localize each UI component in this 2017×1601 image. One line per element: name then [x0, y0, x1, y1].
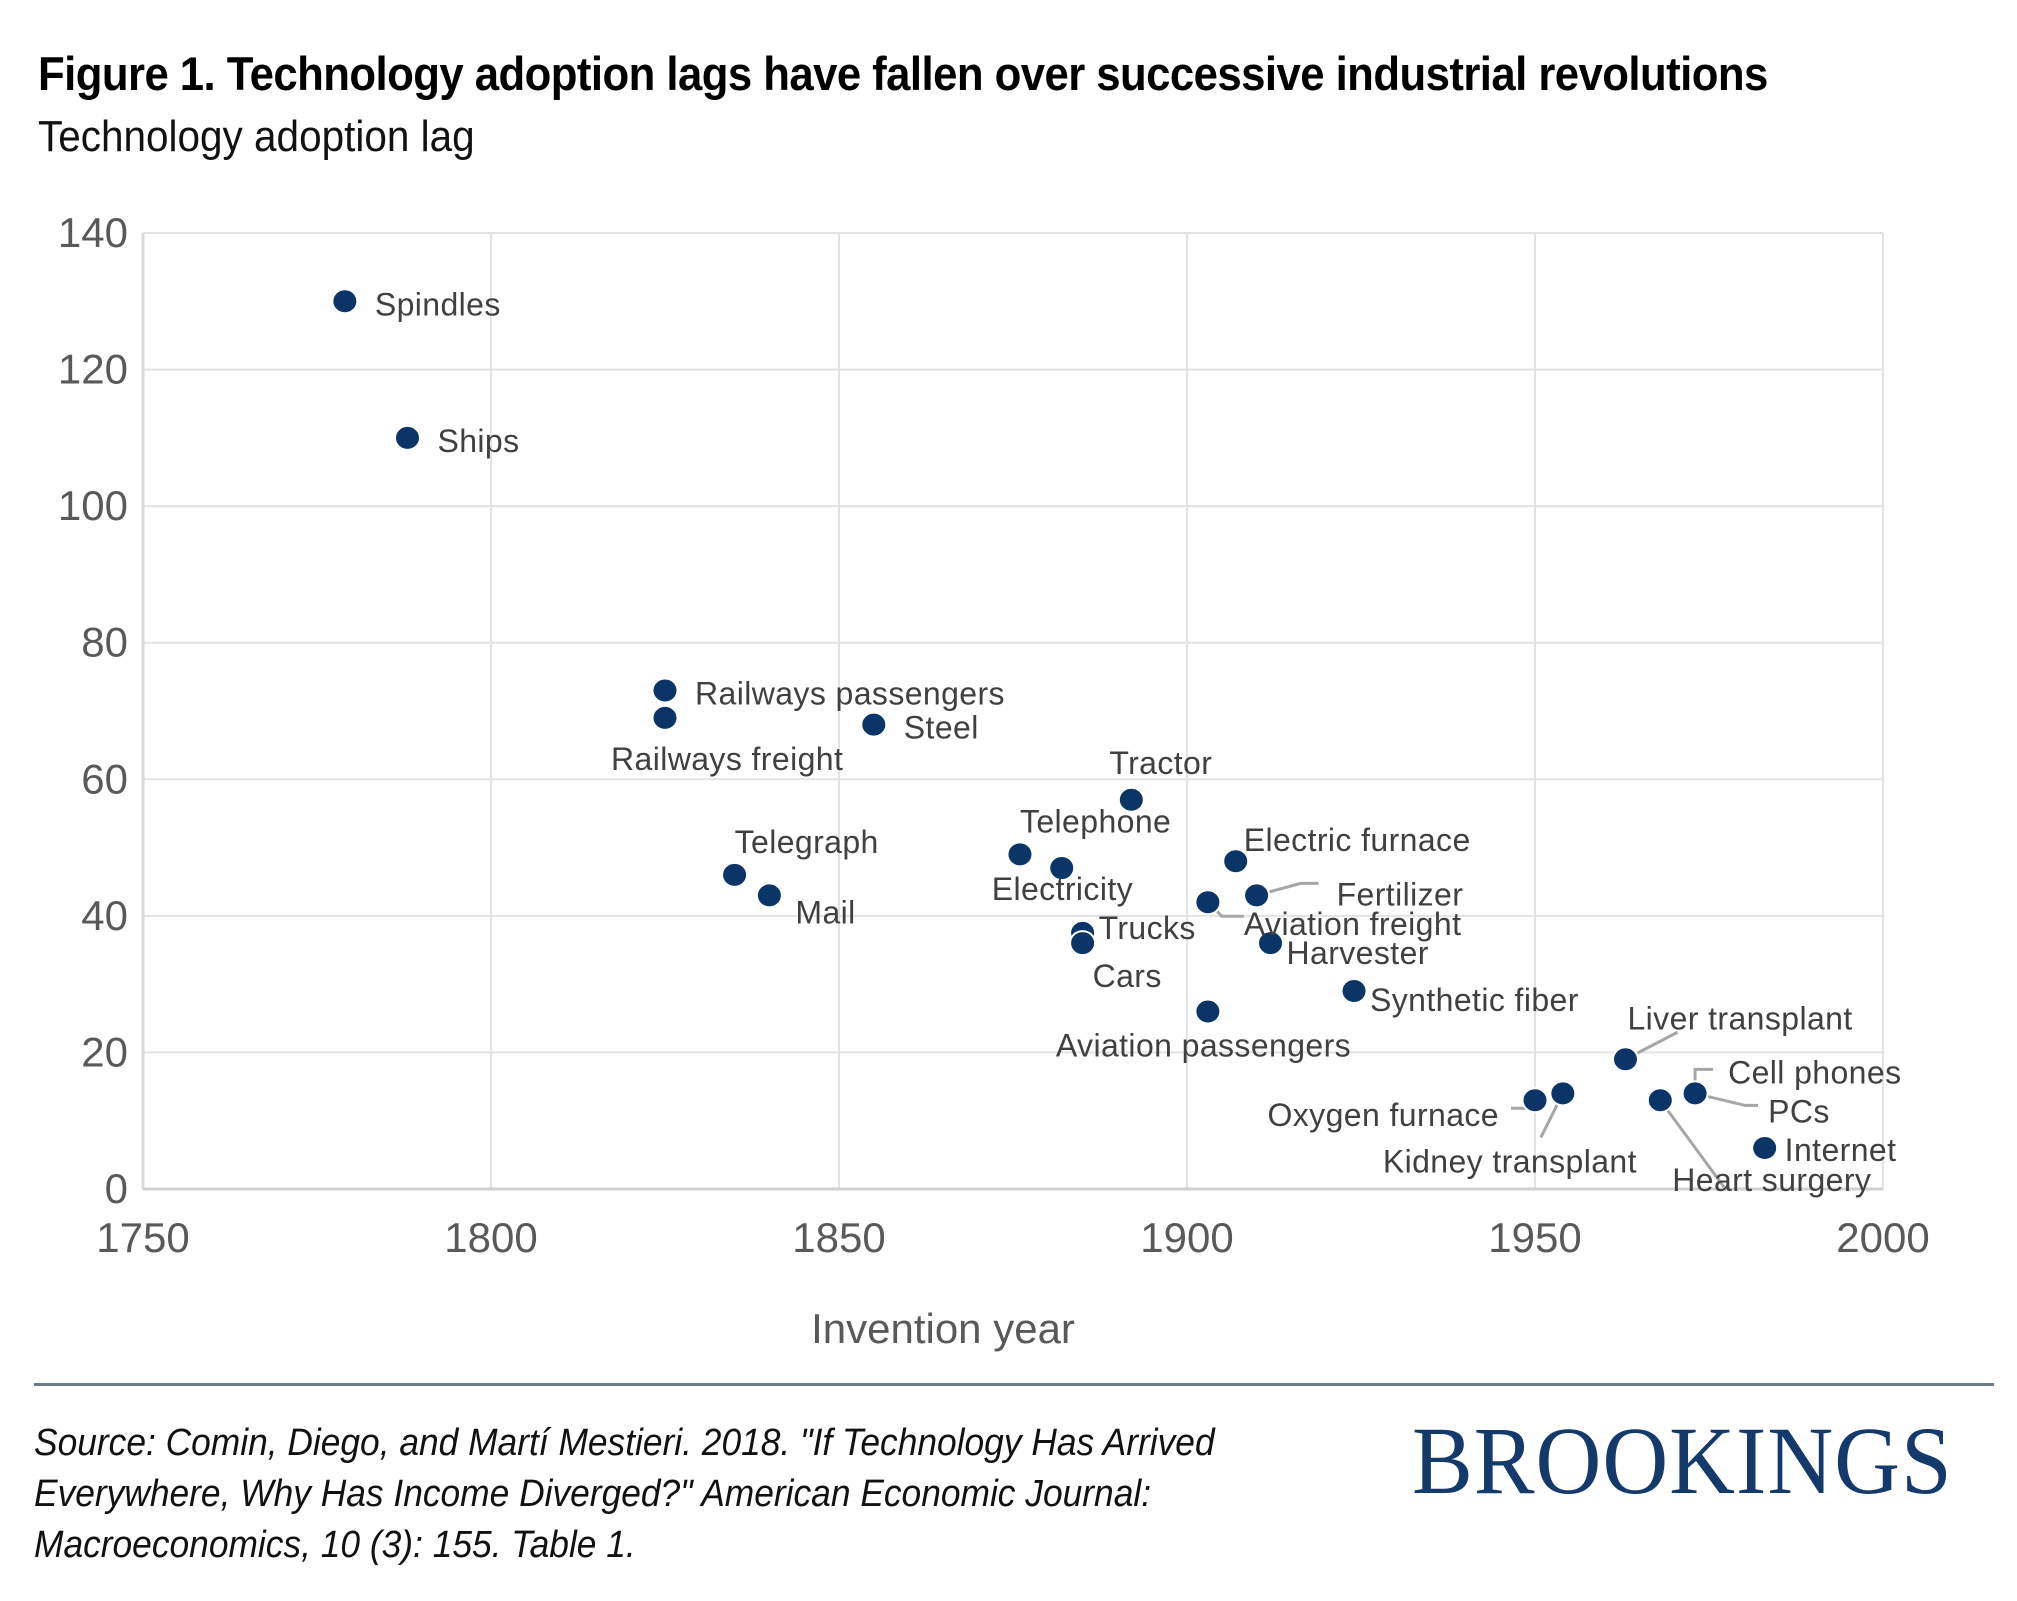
data-point	[860, 711, 888, 738]
x-tick-label: 1850	[792, 1214, 885, 1261]
data-point	[1646, 1087, 1674, 1114]
x-tick-label: 2000	[1836, 1214, 1929, 1261]
data-label: Synthetic fiber	[1370, 982, 1579, 1018]
data-label: Liver transplant	[1627, 1000, 1852, 1036]
x-tick-label: 1800	[444, 1214, 537, 1261]
data-label: Fertilizer	[1337, 876, 1464, 912]
data-label: Harvester	[1287, 935, 1429, 971]
data-label: Kidney transplant	[1383, 1143, 1637, 1179]
data-label: Steel	[904, 710, 979, 746]
data-label: Railways passengers	[695, 676, 1005, 712]
data-label: Railways freight	[611, 741, 843, 777]
data-label: Tractor	[1109, 745, 1212, 781]
data-label: Ships	[437, 423, 519, 459]
data-label: Telegraph	[735, 824, 879, 860]
data-label: Aviation passengers	[1056, 1027, 1351, 1063]
point-labels: Spindles Ships Railways passengers Railways…	[375, 286, 1901, 1198]
data-label: Heart surgery	[1672, 1162, 1871, 1198]
source-note: Source: Comin, Diego, and Martí Mestieri…	[34, 1422, 1215, 1566]
data-label: Trucks	[1099, 910, 1196, 946]
y-tick-label: 0	[105, 1165, 128, 1212]
data-label: Oxygen furnace	[1267, 1097, 1499, 1133]
data-label: Electric furnace	[1244, 822, 1471, 858]
brookings-logo: BROOKINGS	[1412, 1407, 1953, 1514]
y-tick-label: 20	[81, 1028, 128, 1075]
leader-line	[1256, 881, 1319, 897]
x-tick-label: 1750	[96, 1214, 189, 1261]
data-label: Telephone	[1020, 803, 1171, 839]
data-point	[1243, 882, 1271, 909]
data-point	[331, 288, 359, 315]
y-tick-label: 120	[58, 346, 128, 393]
axes: 0 20 40 60 80 100 120 140 1750 1800 1850 1900 1950 20…	[58, 209, 1930, 1352]
data-point	[1751, 1135, 1779, 1162]
data-point	[651, 704, 679, 731]
data-point	[393, 424, 421, 451]
y-tick-label: 80	[81, 619, 128, 666]
data-label: Aviation freight	[1244, 906, 1462, 942]
y-tick-label: 60	[81, 755, 128, 802]
data-point	[1117, 786, 1145, 813]
x-tick-label: 1950	[1488, 1214, 1581, 1261]
data-point	[1048, 855, 1076, 882]
data-point	[755, 882, 783, 909]
data-point	[1681, 1080, 1709, 1107]
data-point	[1549, 1080, 1577, 1107]
data-point	[1194, 998, 1222, 1025]
y-tick-label: 140	[58, 209, 128, 256]
data-point	[1069, 930, 1097, 957]
data-label: Cars	[1093, 958, 1162, 994]
data-point	[1006, 841, 1034, 868]
data-label: Electricity	[992, 871, 1133, 907]
scatter-chart: 0 20 40 60 80 100 120 140 1750 1800 1850 1900 1950 20…	[58, 209, 1930, 1352]
data-label: PCs	[1768, 1093, 1830, 1129]
data-point	[721, 861, 749, 888]
data-point	[1222, 848, 1250, 875]
data-point	[1194, 889, 1222, 916]
data-label: Spindles	[375, 286, 501, 322]
y-tick-label: 40	[81, 892, 128, 939]
data-label: Mail	[795, 894, 855, 930]
data-label: Cell phones	[1728, 1054, 1901, 1090]
x-axis-title: Invention year	[811, 1305, 1075, 1352]
chart-title: Figure 1. Technology adoption lags have …	[38, 47, 1768, 100]
chart-subtitle: Technology adoption lag	[38, 112, 475, 161]
data-point	[1521, 1087, 1549, 1114]
data-point	[1257, 930, 1285, 957]
footer-divider	[34, 1383, 1994, 1386]
y-tick-label: 100	[58, 482, 128, 529]
x-tick-label: 1900	[1140, 1214, 1233, 1261]
data-point	[1611, 1046, 1639, 1073]
gridlines	[143, 232, 1884, 1189]
leader-line	[1659, 1099, 1728, 1192]
data-point	[651, 677, 679, 704]
leader-line	[1694, 1091, 1759, 1107]
data-points	[331, 288, 1779, 1162]
data-point	[1340, 977, 1368, 1004]
data-label: Internet	[1785, 1132, 1897, 1168]
